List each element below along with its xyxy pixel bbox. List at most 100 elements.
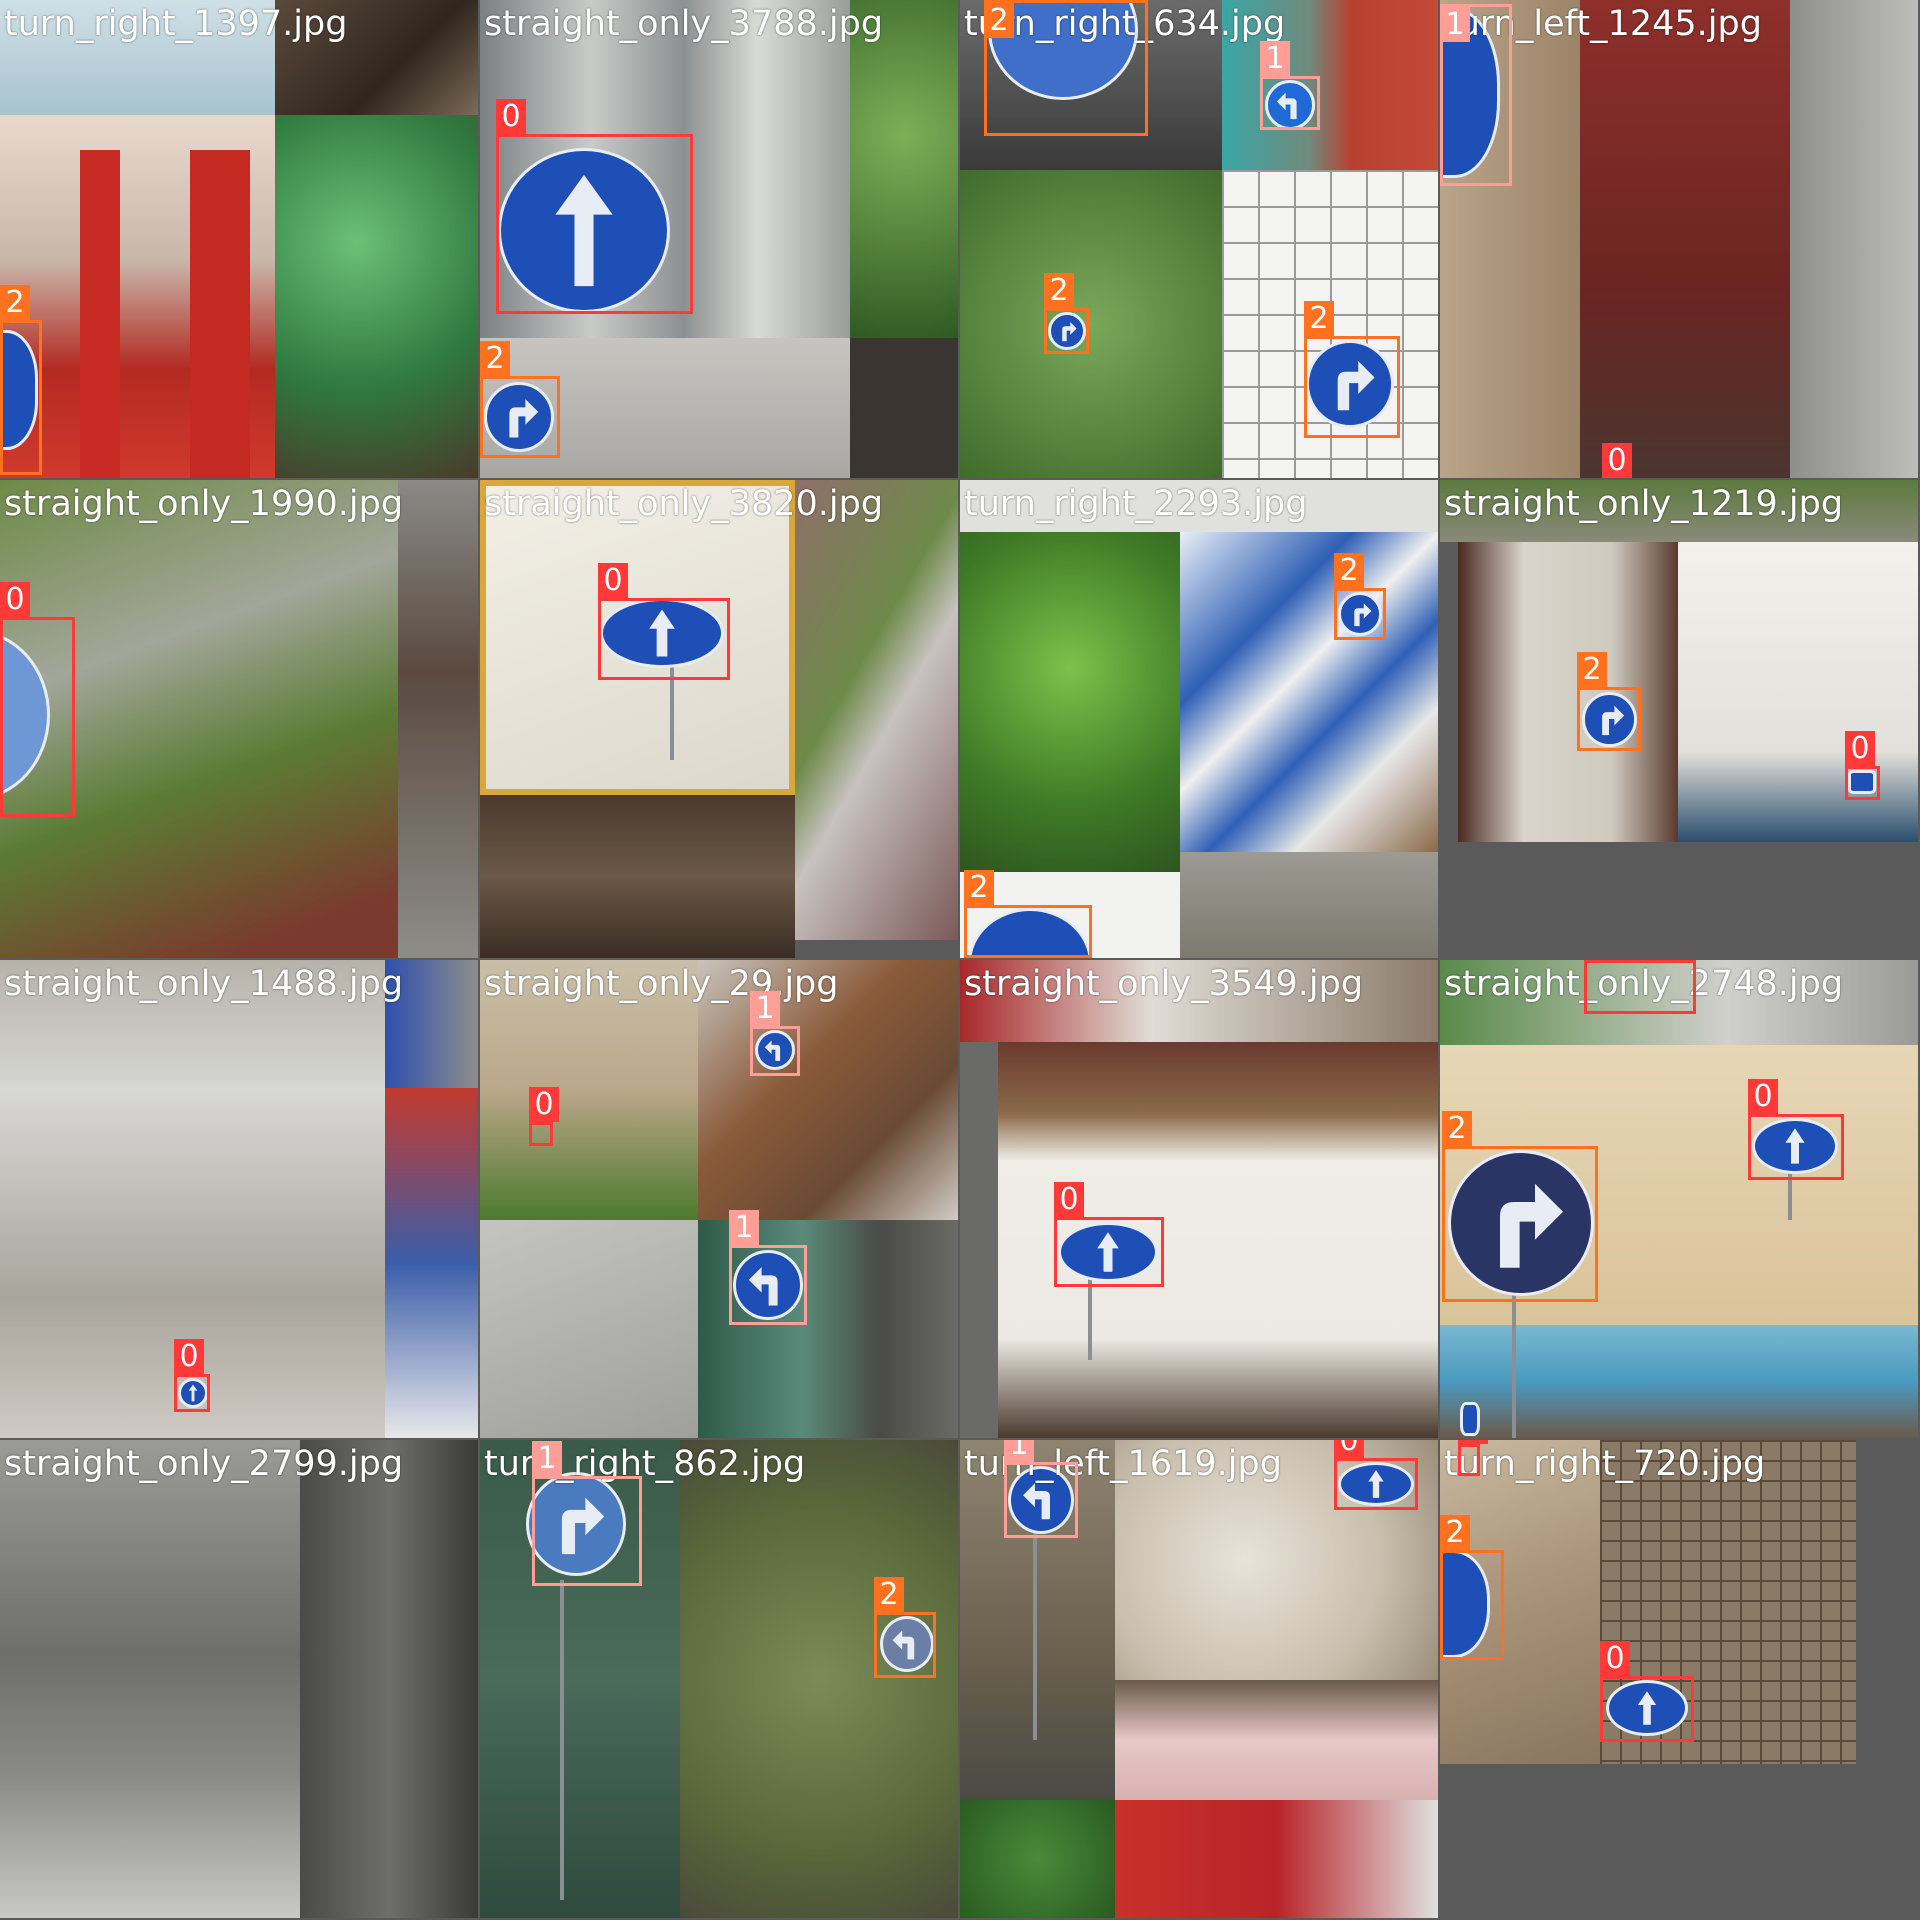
class-label: 0 bbox=[529, 1087, 559, 1122]
mosaic-tile: turn_left_1619.jpg 1 0 bbox=[960, 1440, 1440, 1920]
photo-patch-wall bbox=[1790, 0, 1918, 478]
photo-patch-building bbox=[480, 960, 698, 1220]
class-label: 1 bbox=[750, 991, 780, 1026]
photo-patch-leaves bbox=[275, 0, 478, 115]
photo-patch-gravel bbox=[1180, 852, 1438, 958]
turn-right-arrow-icon bbox=[1062, 322, 1077, 342]
detection-box: 0 bbox=[1458, 1440, 1488, 1476]
class-label: 2 bbox=[1577, 652, 1607, 687]
mosaic-tile: straight_only_1219.jpg 2 0 bbox=[1440, 480, 1920, 960]
detection-box: 2 bbox=[0, 285, 42, 475]
photo-patch-roof bbox=[0, 960, 385, 1088]
detection-box: 1 bbox=[1440, 4, 1512, 186]
mosaic-tile: straight_only_3820.jpg 0 bbox=[480, 480, 960, 960]
traffic-sign bbox=[880, 1616, 934, 1672]
class-label: 2 bbox=[874, 1577, 904, 1612]
traffic-sign bbox=[1606, 1680, 1688, 1736]
class-label: 0 bbox=[1334, 1440, 1364, 1458]
photo-patch-side bbox=[960, 1042, 998, 1438]
traffic-sign bbox=[1448, 1150, 1594, 1296]
photo-patch-machinery bbox=[698, 960, 958, 1220]
photo-patch-concrete bbox=[480, 1220, 698, 1438]
photo-patch-plant bbox=[275, 115, 478, 478]
photo-patch-dark-plaque bbox=[850, 338, 958, 478]
photo-patch-window bbox=[0, 0, 275, 115]
mosaic-tile: straight_only_3549.jpg 0 bbox=[960, 960, 1440, 1440]
class-label: 0 bbox=[1600, 1641, 1630, 1676]
mosaic-tile: straight_only_2799.jpg bbox=[0, 1440, 480, 1920]
mosaic-tile: straight_only_2748.jpg 0 2 0 bbox=[1440, 960, 1920, 1440]
photo-patch-cloth bbox=[1115, 1680, 1438, 1800]
turn-left-arrow-icon bbox=[1023, 1483, 1050, 1520]
class-label: 1 bbox=[1440, 7, 1470, 42]
tile-filename: turn_right_634.jpg bbox=[964, 4, 1286, 44]
traffic-sign bbox=[733, 1250, 803, 1320]
tile-filename: straight_only_3549.jpg bbox=[964, 964, 1364, 1004]
turn-left-arrow-icon bbox=[892, 1630, 915, 1660]
mosaic-tile: turn_right_2293.jpg 2 2 bbox=[960, 480, 1440, 960]
class-label: 0 bbox=[0, 582, 30, 617]
turn-right-arrow-icon bbox=[561, 1497, 605, 1555]
detection-box: 0 bbox=[0, 582, 75, 817]
photo-patch-bamboo bbox=[850, 0, 958, 338]
turn-right-arrow-icon bbox=[1602, 705, 1625, 736]
detection-box: 1 bbox=[532, 1441, 642, 1586]
traffic-sign bbox=[1582, 692, 1637, 747]
detection-box: 2 bbox=[1334, 553, 1386, 640]
turn-right-arrow-icon bbox=[509, 399, 539, 438]
detection-box: 0 bbox=[496, 99, 693, 314]
photo-patch-top bbox=[1440, 960, 1918, 1045]
photo-patch-top bbox=[960, 960, 1438, 1042]
photo-patch-garden bbox=[960, 532, 1180, 872]
detection-box: 2 bbox=[480, 341, 560, 458]
turn-right-arrow-icon bbox=[1354, 603, 1372, 627]
detection-box: 2 bbox=[1440, 1515, 1504, 1660]
detection-box: 2 bbox=[1577, 652, 1641, 751]
detection-box: 0 bbox=[1584, 960, 1696, 1014]
tile-filename: turn_left_1245.jpg bbox=[1444, 4, 1762, 44]
photo-patch-cables bbox=[0, 1440, 300, 1918]
detection-box: 2 bbox=[964, 870, 1092, 958]
straight-arrow-icon bbox=[188, 1384, 198, 1402]
mosaic-tile: turn_right_720.jpg 0 2 0 bbox=[1440, 1440, 1920, 1920]
detection-box: 0 bbox=[1334, 1440, 1418, 1510]
mosaic-tile: straight_only_1990.jpg 0 bbox=[0, 480, 480, 960]
class-label: 0 bbox=[1458, 1440, 1488, 1444]
traffic-sign bbox=[1338, 592, 1382, 636]
class-label: 1 bbox=[1004, 1440, 1034, 1462]
class-label: 0 bbox=[174, 1339, 204, 1374]
tile-filename: turn_right_2293.jpg bbox=[964, 484, 1308, 524]
straight-arrow-icon bbox=[1785, 1128, 1805, 1164]
sign-pole bbox=[670, 610, 674, 760]
photo-patch-poster bbox=[1678, 542, 1918, 842]
detection-box: 2 bbox=[1304, 301, 1400, 438]
traffic-sign bbox=[1058, 1222, 1158, 1282]
photo-patch-header bbox=[960, 480, 1438, 532]
class-label: 1 bbox=[729, 1210, 759, 1245]
tile-filename: straight_only_2748.jpg bbox=[1444, 964, 1844, 1004]
mosaic-tile: turn_right_1397.jpg 2 bbox=[0, 0, 480, 480]
turn-left-arrow-icon bbox=[748, 1267, 778, 1306]
class-label: 2 bbox=[1440, 1515, 1470, 1550]
traffic-sign bbox=[178, 1378, 208, 1408]
turn-right-arrow-icon bbox=[1500, 1183, 1563, 1268]
class-label: 0 bbox=[1748, 1079, 1778, 1114]
traffic-sign bbox=[1338, 1462, 1414, 1506]
tile-filename: straight_only_3820.jpg bbox=[484, 484, 884, 524]
detection-box: 1 bbox=[750, 991, 800, 1076]
traffic-sign bbox=[1460, 1402, 1480, 1436]
photo-patch-red-chair bbox=[1580, 0, 1790, 478]
photo-patch-blue bbox=[385, 960, 478, 1088]
detection-box: 1 bbox=[1004, 1440, 1078, 1538]
tile-filename: straight_only_1990.jpg bbox=[4, 484, 404, 524]
red-pipe bbox=[80, 150, 120, 478]
turn-left-arrow-icon bbox=[1276, 92, 1297, 120]
class-label: 2 bbox=[0, 285, 30, 320]
class-label: 1 bbox=[532, 1441, 562, 1476]
tile-filename: straight_only_29.jpg bbox=[484, 964, 839, 1004]
traffic-sign bbox=[1048, 312, 1086, 350]
class-label: 2 bbox=[1044, 273, 1074, 308]
detection-box: 0 bbox=[174, 1339, 210, 1412]
photo-patch-grass bbox=[960, 170, 1222, 478]
detection-box: 0 bbox=[1845, 731, 1880, 800]
